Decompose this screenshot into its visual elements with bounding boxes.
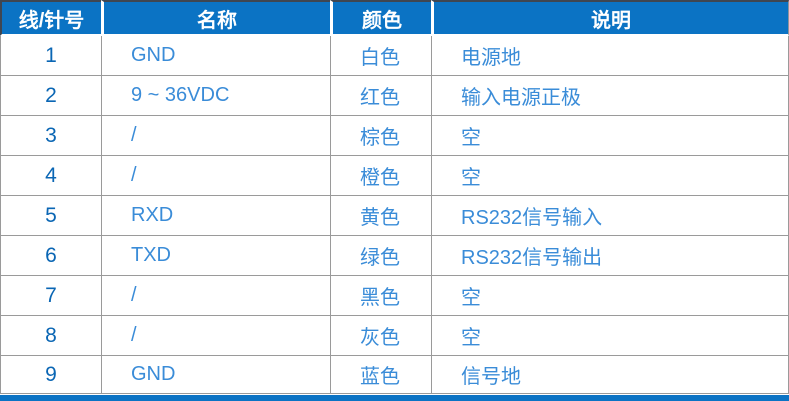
column-header-color: 颜色 [330, 0, 431, 36]
cell-color: 黑色 [330, 276, 431, 316]
cell-name: / [101, 316, 330, 356]
cell-name: 9 ~ 36VDC [101, 76, 330, 116]
cell-name: / [101, 156, 330, 196]
cell-pin: 3 [0, 116, 101, 156]
table-row: 6 TXD 绿色 RS232信号输出 [0, 236, 789, 276]
cell-pin: 5 [0, 196, 101, 236]
cell-desc: 空 [431, 316, 789, 356]
cell-pin: 8 [0, 316, 101, 356]
cell-name: GND [101, 36, 330, 76]
cell-pin: 1 [0, 36, 101, 76]
cell-color: 棕色 [330, 116, 431, 156]
footer-accent-bar [0, 395, 789, 401]
cell-desc: 输入电源正极 [431, 76, 789, 116]
cell-desc: 空 [431, 276, 789, 316]
cell-name: GND [101, 356, 330, 394]
cell-pin: 2 [0, 76, 101, 116]
table-row: 3/棕色空 [0, 116, 789, 156]
cell-color: 橙色 [330, 156, 431, 196]
cell-desc: 信号地 [431, 356, 789, 394]
table-row: 5 RXD 黄色 RS232信号输入 [0, 196, 789, 236]
column-header-desc: 说明 [431, 0, 789, 36]
cell-name: / [101, 116, 330, 156]
cell-color: 绿色 [330, 236, 431, 276]
cell-desc: RS232信号输出 [431, 236, 789, 276]
cell-name: RXD [101, 196, 330, 236]
header-row: 线/针号 名称 颜色 说明 [0, 0, 789, 36]
cell-color: 蓝色 [330, 356, 431, 394]
table-row: 9 GND 蓝色 信号地 [0, 356, 789, 394]
column-header-name: 名称 [101, 0, 330, 36]
cell-name: / [101, 276, 330, 316]
pinout-table-body: 1 GND 白色 电源地 2 9 ~ 36VDC 红色 输入电源正极 3/棕色空 4/橙色空 5 RX… [0, 36, 789, 394]
cell-desc: RS232信号输入 [431, 196, 789, 236]
cell-pin: 9 [0, 356, 101, 394]
cell-color: 黄色 [330, 196, 431, 236]
table-row: 8/灰色空 [0, 316, 789, 356]
cell-name: TXD [101, 236, 330, 276]
cell-color: 红色 [330, 76, 431, 116]
cell-pin: 4 [0, 156, 101, 196]
cell-pin: 7 [0, 276, 101, 316]
table-row: 1 GND 白色 电源地 [0, 36, 789, 76]
cell-desc: 电源地 [431, 36, 789, 76]
column-header-pin: 线/针号 [0, 0, 101, 36]
table-row: 7/黑色空 [0, 276, 789, 316]
cell-desc: 空 [431, 116, 789, 156]
table-row: 4/橙色空 [0, 156, 789, 196]
cell-color: 灰色 [330, 316, 431, 356]
cell-desc: 空 [431, 156, 789, 196]
cell-color: 白色 [330, 36, 431, 76]
cell-pin: 6 [0, 236, 101, 276]
